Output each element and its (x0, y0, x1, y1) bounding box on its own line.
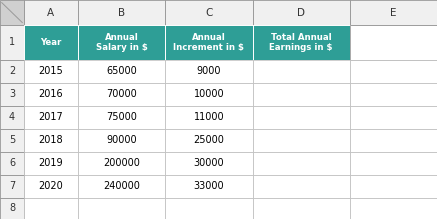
Bar (253, 152, 350, 175)
Bar (0, 129, 24, 152)
Bar (78, 25, 165, 60)
Text: A: A (47, 8, 55, 18)
Bar (78, 129, 165, 152)
Text: 70000: 70000 (106, 89, 137, 99)
Text: 2017: 2017 (38, 112, 63, 122)
Text: B: B (118, 8, 125, 18)
Bar (0, 83, 24, 106)
Bar (78, 198, 165, 219)
Text: 240000: 240000 (103, 181, 140, 191)
Bar (0, 175, 24, 198)
Bar (253, 129, 350, 152)
Text: 90000: 90000 (106, 135, 137, 145)
Text: 30000: 30000 (194, 158, 224, 168)
Text: 200000: 200000 (103, 158, 140, 168)
Bar (24, 25, 78, 60)
Text: 8: 8 (9, 203, 15, 213)
Bar (24, 198, 78, 219)
Bar (78, 83, 165, 106)
Text: Total Annual
Earnings in $: Total Annual Earnings in $ (269, 33, 333, 52)
Text: 5: 5 (9, 135, 15, 145)
Bar (253, 83, 350, 106)
Bar (350, 106, 437, 129)
Bar (24, 152, 78, 175)
Bar (165, 106, 253, 129)
Bar (78, 0, 165, 25)
Bar (350, 0, 437, 25)
Bar (350, 198, 437, 219)
Bar (24, 60, 78, 83)
Text: C: C (205, 8, 212, 18)
Bar (350, 25, 437, 60)
Text: Annual
Increment in $: Annual Increment in $ (173, 33, 244, 52)
Bar (24, 83, 78, 106)
Bar (165, 198, 253, 219)
Bar (0, 0, 24, 25)
Text: D: D (297, 8, 305, 18)
Text: 10000: 10000 (194, 89, 224, 99)
Bar (24, 0, 78, 25)
Bar (24, 129, 78, 152)
Text: 33000: 33000 (194, 181, 224, 191)
Bar (165, 152, 253, 175)
Bar (165, 0, 253, 25)
Text: 11000: 11000 (194, 112, 224, 122)
Text: 75000: 75000 (106, 112, 137, 122)
Bar (253, 175, 350, 198)
Text: 6: 6 (9, 158, 15, 168)
Bar (0, 152, 24, 175)
Bar (78, 152, 165, 175)
Bar (350, 152, 437, 175)
Bar (0, 106, 24, 129)
Text: 2015: 2015 (38, 66, 63, 76)
Text: E: E (390, 8, 396, 18)
Bar (78, 175, 165, 198)
Bar (165, 129, 253, 152)
Bar (253, 25, 350, 60)
Bar (78, 60, 165, 83)
Bar (350, 83, 437, 106)
Bar (24, 175, 78, 198)
Bar (0, 198, 24, 219)
Bar (350, 129, 437, 152)
Text: Year: Year (40, 38, 62, 47)
Bar (78, 106, 165, 129)
Bar (0, 25, 24, 60)
Text: 2018: 2018 (38, 135, 63, 145)
Bar (253, 106, 350, 129)
Text: 9000: 9000 (197, 66, 221, 76)
Bar (253, 198, 350, 219)
Text: 2016: 2016 (38, 89, 63, 99)
Bar (0, 60, 24, 83)
Text: 2019: 2019 (38, 158, 63, 168)
Text: 2: 2 (9, 66, 15, 76)
Bar (165, 175, 253, 198)
Text: 3: 3 (9, 89, 15, 99)
Text: 25000: 25000 (194, 135, 224, 145)
Text: 2020: 2020 (38, 181, 63, 191)
Text: 65000: 65000 (106, 66, 137, 76)
Text: Annual
Salary in $: Annual Salary in $ (96, 33, 147, 52)
Bar (165, 25, 253, 60)
Bar (350, 175, 437, 198)
Bar (165, 60, 253, 83)
Text: 4: 4 (9, 112, 15, 122)
Bar (24, 106, 78, 129)
Text: 1: 1 (9, 37, 15, 48)
Bar (165, 83, 253, 106)
Bar (253, 0, 350, 25)
Text: 7: 7 (9, 181, 15, 191)
Bar (253, 60, 350, 83)
Bar (350, 60, 437, 83)
